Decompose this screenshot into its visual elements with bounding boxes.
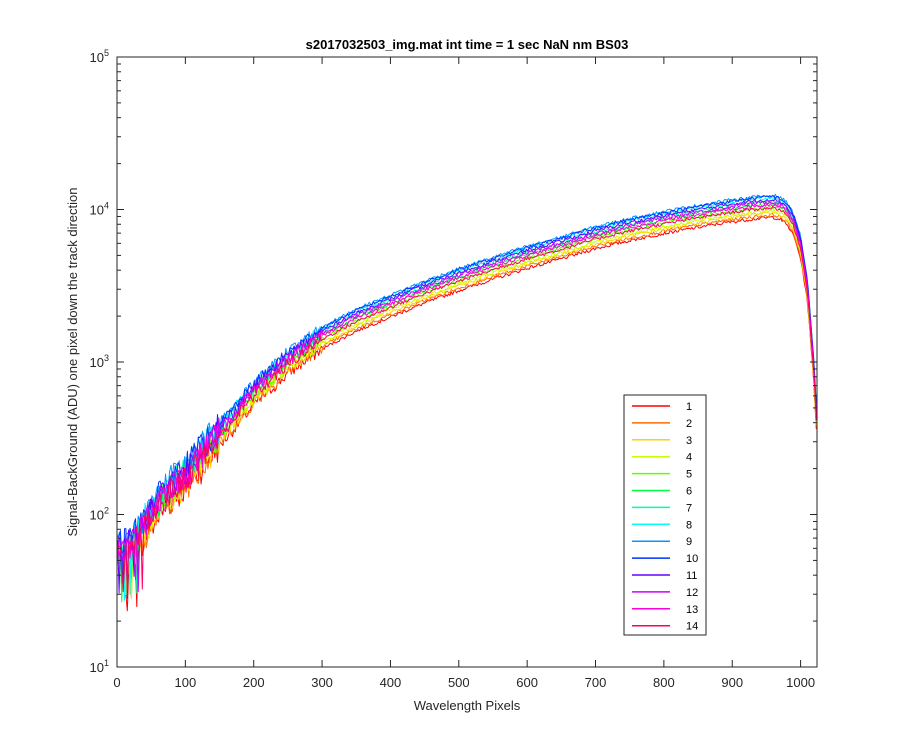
x-tick-label: 200 [243,675,265,690]
plot-area [117,57,817,667]
x-tick-label: 300 [311,675,333,690]
series-layer [117,193,817,612]
chart-title: s2017032503_img.mat int time = 1 sec NaN… [306,37,629,52]
x-tick-label: 600 [516,675,538,690]
x-tick-label: 400 [380,675,402,690]
x-axis-label: Wavelength Pixels [414,698,521,713]
legend-label-8: 8 [686,519,692,531]
legend-label-9: 9 [686,536,692,548]
series-line-10 [117,195,817,599]
legend-label-2: 2 [686,418,692,430]
legend-label-1: 1 [686,401,692,413]
legend-label-13: 13 [686,604,698,616]
series-line-13 [117,203,817,581]
series-line-2 [117,213,817,575]
x-tick-label: 500 [448,675,470,690]
y-axis-label: Signal-BackGround (ADU) one pixel down t… [65,187,80,536]
legend-label-3: 3 [686,435,692,447]
legend-label-10: 10 [686,553,698,565]
x-tick-label: 1000 [786,675,815,690]
legend-label-6: 6 [686,486,692,498]
x-tick-label: 700 [585,675,607,690]
series-line-1 [117,216,817,612]
x-tick-label: 900 [721,675,743,690]
series-line-14 [117,206,817,593]
x-tick-label: 100 [175,675,197,690]
x-tick-label: 0 [113,675,120,690]
legend-label-4: 4 [686,452,692,464]
legend-label-12: 12 [686,587,698,599]
series-line-4 [117,208,817,600]
legend-label-5: 5 [686,469,692,481]
legend-label-11: 11 [686,570,697,582]
series-line-3 [117,211,817,574]
legend-label-7: 7 [686,502,692,514]
legend-label-14: 14 [686,621,698,633]
legend-box [623,394,707,636]
x-tick-label: 800 [653,675,675,690]
